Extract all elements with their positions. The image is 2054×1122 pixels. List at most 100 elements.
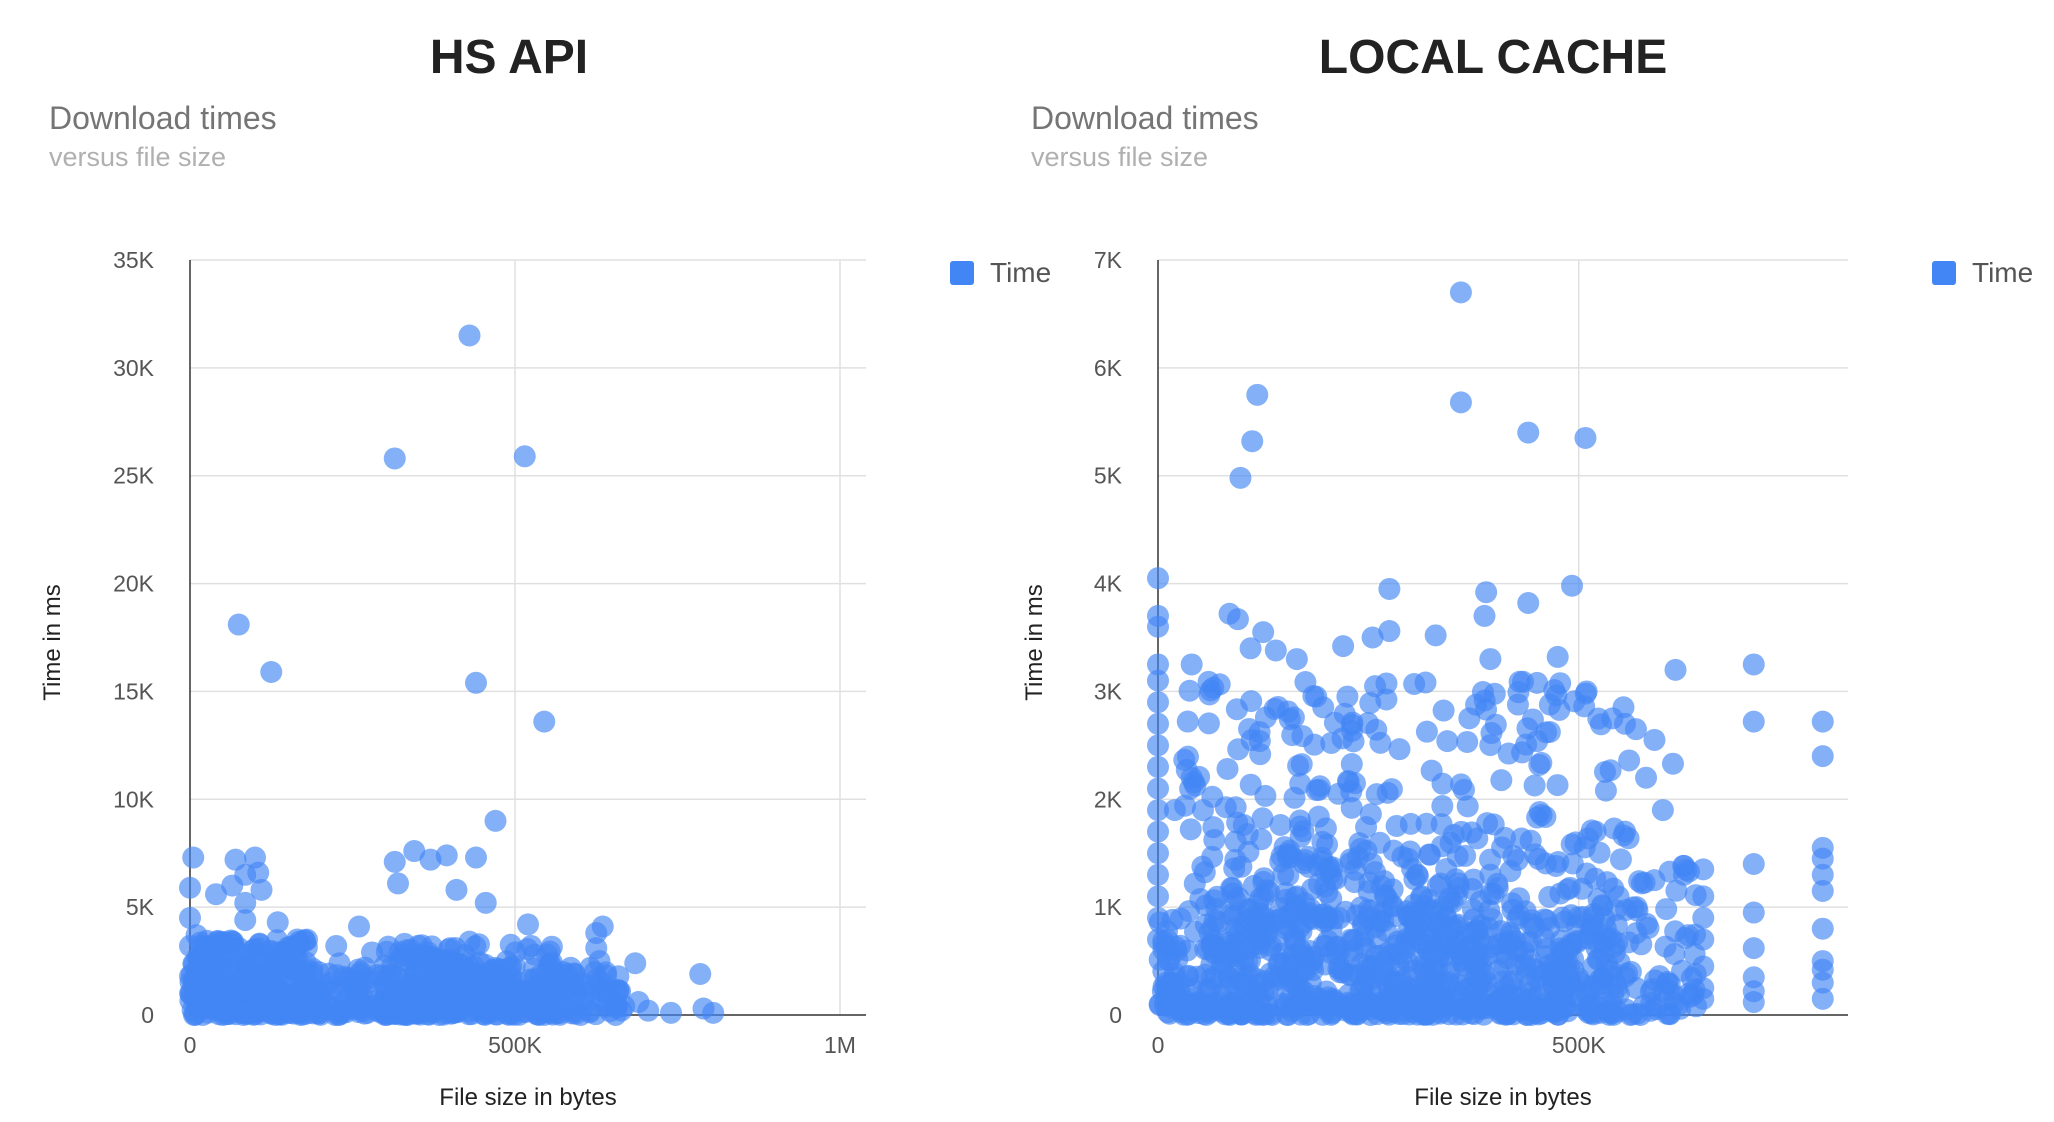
left-data-point (474, 891, 497, 914)
right-data-point (1226, 945, 1249, 968)
right-data-point (1415, 720, 1438, 743)
right-data-point (1517, 421, 1540, 444)
right-data-point (1226, 811, 1249, 834)
right-data-point (1672, 863, 1695, 886)
right-data-point (1214, 796, 1237, 819)
right-data-point (1340, 753, 1363, 776)
right-data-point (1742, 853, 1765, 875)
left-chart-title: Download times (49, 100, 277, 136)
right-data-point (1147, 863, 1169, 886)
right-data-point (1546, 1003, 1569, 1026)
right-data-point (1388, 738, 1411, 761)
left-points (179, 324, 725, 1026)
right-data-point (1523, 774, 1546, 797)
right-data-point (1661, 752, 1684, 775)
right-data-point (1645, 995, 1668, 1018)
left-data-point (383, 850, 406, 873)
right-ytick-label: 6K (1094, 355, 1123, 381)
right-data-point (1176, 965, 1199, 988)
left-data-point (507, 971, 530, 994)
right-data-point (1509, 985, 1532, 1008)
right-data-point (1587, 888, 1610, 911)
right-data-point (1593, 930, 1616, 953)
right-data-point (1506, 849, 1529, 872)
right-data-point (1560, 932, 1583, 955)
right-data-point (1269, 813, 1292, 836)
right-data-point (1507, 681, 1530, 704)
right-data-point (1316, 833, 1339, 856)
right-data-point (1191, 855, 1214, 878)
right-data-point (1584, 820, 1607, 843)
right-data-point (1370, 875, 1393, 898)
left-ytick-label: 15K (113, 678, 155, 704)
right-data-point (1264, 639, 1287, 662)
right-data-point (1654, 935, 1677, 958)
right-ytick-label: 3K (1094, 678, 1123, 704)
left-data-point (357, 967, 380, 990)
right-chart-title: Download times (1031, 100, 1259, 136)
right-data-point (1557, 983, 1580, 1006)
right-data-point (1601, 707, 1624, 730)
right-data-point (1519, 930, 1542, 953)
right-data-point (1147, 615, 1169, 638)
right-data-point (1574, 426, 1597, 449)
right-data-point (1599, 1001, 1622, 1024)
left-data-point (214, 943, 237, 966)
right-data-point (1343, 928, 1366, 951)
right-data-point (1289, 939, 1312, 962)
right-data-point (1147, 691, 1169, 714)
right-data-point (1369, 731, 1392, 754)
right-data-point (1180, 653, 1203, 676)
right-data-point (1414, 957, 1437, 980)
right-data-point (1399, 812, 1422, 835)
right-data-point (1381, 894, 1404, 917)
right-data-point (1382, 839, 1405, 862)
left-data-point (491, 958, 513, 981)
right-ytick-label: 1K (1094, 894, 1123, 920)
left-data-point (457, 1003, 480, 1026)
right-data-point (1692, 906, 1715, 929)
right-data-point (1378, 577, 1401, 600)
right-data-point (1418, 843, 1441, 866)
right-data-point (1359, 692, 1382, 715)
left-data-point (248, 932, 271, 955)
right-data-point (1195, 1003, 1218, 1026)
right-data-point (1742, 901, 1765, 924)
right-data-point (1320, 731, 1343, 754)
right-data-point (1239, 773, 1262, 796)
right-data-point (1498, 921, 1521, 944)
right-data-point (1614, 820, 1637, 843)
right-data-point (1692, 858, 1715, 881)
right-data-point (1332, 635, 1355, 658)
right-ytick-label: 5K (1094, 463, 1123, 489)
left-data-point (604, 995, 627, 1018)
right-data-point (1147, 842, 1169, 865)
left-panel-heading: HS API (429, 31, 589, 84)
right-panel-heading: LOCAL CACHE (1318, 31, 1668, 84)
right-data-point (1424, 624, 1447, 647)
right-data-point (1282, 706, 1305, 729)
right-data-point (1465, 693, 1488, 716)
right-data-point (1811, 745, 1834, 768)
right-data-point (1561, 852, 1584, 875)
left-data-point (179, 906, 201, 929)
right-data-point (1147, 777, 1169, 800)
right-data-point (1431, 795, 1454, 818)
right-data-point (1275, 917, 1298, 940)
left-xtick-label: 1M (824, 1032, 856, 1058)
right-data-point (1526, 730, 1549, 753)
right-data-point (1742, 710, 1765, 733)
right-data-point (1305, 685, 1328, 708)
right-data-point (1811, 987, 1834, 1010)
left-data-point (689, 963, 712, 986)
left-data-point (403, 840, 426, 863)
right-data-point (1230, 1003, 1253, 1026)
right-data-point (1293, 911, 1316, 934)
right-data-point (1430, 940, 1453, 963)
right-data-point (1277, 1003, 1300, 1026)
right-data-point (1378, 620, 1401, 643)
right-data-point (1456, 730, 1479, 753)
right-data-point (1669, 997, 1692, 1020)
left-data-point (588, 950, 611, 973)
right-data-point (1290, 753, 1313, 776)
